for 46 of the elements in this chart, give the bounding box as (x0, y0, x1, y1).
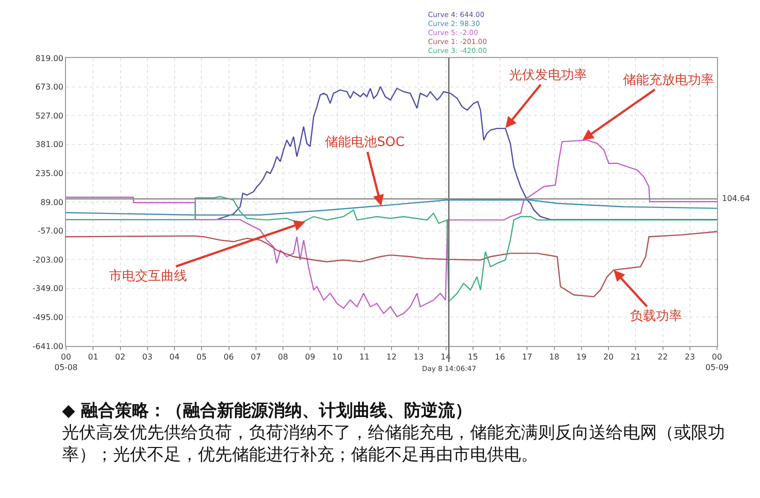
x-tick-label: 02 (115, 352, 126, 362)
x-tick-label: 00 05-08 (54, 352, 78, 372)
x-tick-label: 00 05-09 (705, 352, 729, 372)
y-tick-label: 235.00 (35, 169, 64, 178)
x-tick-label: 06 (224, 352, 234, 362)
y-tick-label: 89.00 (40, 198, 64, 207)
x-tick-label: 05 (196, 352, 207, 362)
line-series (66, 199, 717, 216)
x-tick-label: 19 (576, 352, 586, 362)
x-tick-label: 21 (630, 352, 641, 362)
x-tick-label: 13 (414, 352, 424, 362)
annotation: 光伏发电功率 (509, 67, 587, 83)
ref-line-label: 104.64 (722, 194, 750, 203)
x-tick-label: 16 (494, 352, 506, 362)
y-tick-label: -495.00 (32, 313, 64, 322)
x-tick-label: 04 (169, 352, 180, 362)
y-tick-label: -203.00 (32, 255, 64, 264)
y-tick-label: 819.00 (35, 54, 64, 63)
text: 光伏高发优先供给负荷，负荷消纳不了，给储能充电，储能充满则反向送给电网（或限功率）；光伏不足，优先储能进行补充；储能不足再由市电供电。 (62, 422, 726, 466)
annotation: 储能电池SOC (325, 135, 405, 150)
x-tick-label: 22 (658, 352, 668, 362)
line-series (66, 196, 717, 302)
x-tick-label: 23 (684, 352, 695, 362)
y-tick-label: 673.00 (35, 82, 64, 92)
x-tick-label: 07 (250, 352, 261, 362)
x-tick-label: 10 (332, 352, 342, 362)
x-tick-label: 09 (305, 352, 316, 362)
y-tick-label: -57.00 (38, 226, 64, 236)
x-tick-label: 15 (468, 352, 478, 362)
x-tick-label: 17 (522, 352, 532, 362)
x-tick-label: 11 (359, 352, 370, 362)
x-tick-label: 01 (88, 352, 98, 362)
y-tick-label: -349.00 (32, 284, 64, 294)
annotation: 储能充放电功率 (623, 72, 714, 88)
x-tick-label: 08 (278, 352, 288, 362)
x-tick-label: 18 (549, 352, 560, 362)
y-tick-label: 381.00 (35, 140, 64, 150)
text: ◆ 融合策略：（融合新能源消纳、计划曲线、防逆流） (62, 400, 473, 422)
y-tick-label: -641.00 (32, 342, 64, 351)
annotation: 市电交互曲线 (109, 268, 187, 284)
annotation: 负载功率 (630, 308, 682, 324)
x-tick-label: 20 (603, 352, 614, 362)
x-tick-label: 12 (386, 352, 397, 362)
y-tick-label: 527.00 (35, 111, 64, 120)
x-tick-label: 03 (142, 352, 152, 362)
line-series (66, 230, 717, 298)
